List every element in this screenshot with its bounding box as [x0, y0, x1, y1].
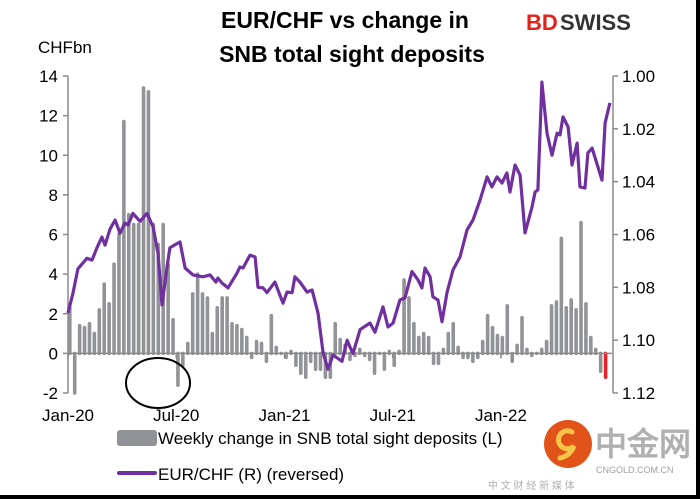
legend-label-bars: Weekly change in SNB total sight deposit…: [158, 429, 503, 448]
brand-logo-swiss: SWISS: [560, 10, 631, 35]
line-series: [66, 80, 612, 371]
legend-label-line: EUR/CHF (R) (reversed): [158, 465, 344, 484]
right-tick-label: 1.10: [622, 331, 655, 350]
brand-logo-bd: BD: [526, 10, 558, 35]
bar-series: [68, 86, 608, 395]
watermark-domain: CNGOLD.COM.CN: [596, 465, 674, 475]
x-tick-label: Jul-21: [370, 406, 416, 425]
x-tick-label: Jan-20: [42, 406, 94, 425]
left-tick-label: 0: [49, 344, 58, 363]
x-tick-label: Jan-21: [258, 406, 310, 425]
annotation-circle: [125, 357, 191, 409]
brand-logo: BD SWISS: [526, 10, 631, 35]
right-tick-label: 1.04: [622, 173, 655, 192]
chart-title-line-2: SNB total sight deposits: [219, 41, 485, 67]
legend-swatch-line: [117, 471, 157, 475]
eurchf-line: [66, 80, 612, 371]
right-tick-label: 1.12: [622, 384, 655, 403]
x-tick-label: Jul-20: [153, 406, 199, 425]
left-y-axis: 14 12 10 8 6 4 2 0 -2: [39, 67, 69, 403]
right-y-axis: 1.00 1.02 1.04 1.06 1.08 1.10 1.12: [612, 67, 655, 403]
chart-title-line-1: EUR/CHF vs change in: [221, 7, 469, 33]
x-tick-label: Jan-22: [475, 406, 527, 425]
right-tick-label: 1.08: [622, 278, 655, 297]
left-tick-label: 4: [49, 265, 58, 284]
y-axis-unit-label: CHFbn: [38, 38, 92, 57]
watermark-tagline: 中 文 财 经 新 媒 体: [488, 479, 575, 492]
left-tick-label: -2: [43, 384, 58, 403]
watermark-name: 中金网: [595, 426, 691, 462]
left-tick-label: 6: [49, 226, 58, 245]
right-tick-label: 1.06: [622, 226, 655, 245]
watermark-swirl-icon: [556, 428, 577, 461]
left-tick-label: 14: [39, 67, 58, 86]
left-tick-label: 2: [49, 305, 58, 324]
legend-swatch-bars: [117, 430, 157, 446]
left-tick-label: 10: [39, 146, 58, 165]
x-axis: Jan-20 Jul-20 Jan-21 Jul-21 Jan-22: [42, 352, 612, 425]
watermark: 中金网 CNGOLD.COM.CN 中 文 财 经 新 媒 体: [488, 420, 691, 492]
watermark-logo-icon: [544, 420, 592, 468]
legend: Weekly change in SNB total sight deposit…: [117, 429, 503, 484]
right-tick-label: 1.00: [622, 67, 655, 86]
right-tick-label: 1.02: [622, 120, 655, 139]
left-tick-label: 12: [39, 107, 58, 126]
left-tick-label: 8: [49, 186, 58, 205]
